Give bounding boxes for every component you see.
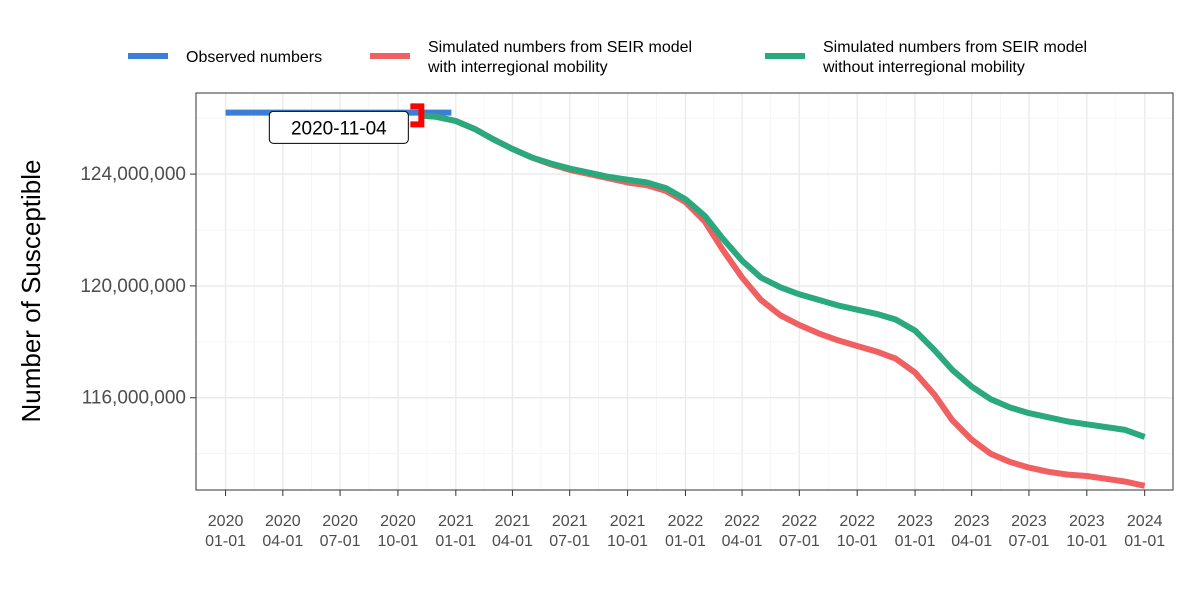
y-tick-label: 120,000,000	[80, 276, 186, 297]
x-tick-label-monthday: 04-01	[262, 533, 303, 550]
legend-label-1: Simulated numbers from SEIR model	[428, 39, 692, 56]
x-tick-label-monthday: 10-01	[377, 533, 418, 550]
x-tick-label-monthday: 04-01	[722, 533, 763, 550]
y-tick-label: 124,000,000	[80, 164, 186, 185]
x-tick-label-year: 2020	[208, 513, 244, 530]
x-tick-label-monthday: 07-01	[1008, 533, 1049, 550]
x-tick-label-year: 2021	[552, 513, 588, 530]
x-tick-label-year: 2024	[1127, 513, 1163, 530]
legend-label-1: with interregional mobility	[427, 59, 608, 76]
x-tick-label-monthday: 01-01	[205, 533, 246, 550]
y-tick-label: 116,000,000	[82, 388, 186, 409]
x-tick-label-monthday: 10-01	[837, 533, 878, 550]
annotation-layer: 2020-11-04	[268, 103, 425, 144]
x-tick-label-year: 2022	[724, 513, 760, 530]
y-axis-label: Number of Susceptible	[16, 159, 46, 422]
y-axis: 116,000,000 120,000,000 124,000,000	[80, 164, 196, 409]
x-tick-label-monthday: 07-01	[320, 533, 361, 550]
x-axis: 2020 01-01 2020 04-01 2020 07-01 2020 10-01 2021…	[205, 490, 1165, 550]
plot-panel-border	[195, 92, 1174, 491]
x-tick-label-year: 2020	[380, 513, 416, 530]
x-tick-label-monthday: 01-01	[1124, 533, 1165, 550]
x-tick-label-year: 2023	[1069, 513, 1105, 530]
x-tick-label-year: 2023	[1011, 513, 1047, 530]
x-tick-label-monthday: 10-01	[1066, 533, 1107, 550]
legend: Observed numbers Simulated numbers from S…	[128, 39, 1087, 76]
x-tick-label-year: 2022	[839, 513, 875, 530]
x-tick-label-monthday: 07-01	[779, 533, 820, 550]
annotation-marker	[410, 103, 425, 128]
x-tick-label-monthday: 10-01	[607, 533, 648, 550]
x-tick-label-monthday: 04-01	[492, 533, 533, 550]
x-tick-label-year: 2023	[897, 513, 933, 530]
x-tick-label-year: 2022	[782, 513, 818, 530]
x-tick-label-year: 2020	[265, 513, 301, 530]
x-tick-label-year: 2021	[610, 513, 646, 530]
x-tick-label-monthday: 01-01	[435, 533, 476, 550]
series-line-2	[419, 112, 1146, 440]
x-tick-label-monthday: 01-01	[895, 533, 936, 550]
x-tick-label-year: 2023	[954, 513, 990, 530]
x-tick-label-year: 2021	[438, 513, 474, 530]
annotation-label: 2020-11-04	[291, 118, 387, 139]
x-tick-label-year: 2021	[495, 513, 531, 530]
legend-label-2: Simulated numbers from SEIR model	[823, 39, 1087, 56]
x-tick-label-monthday: 07-01	[549, 533, 590, 550]
legend-label-2: without interregional mobility	[822, 59, 1025, 76]
legend-label-0: Observed numbers	[186, 49, 322, 66]
x-tick-label-year: 2022	[668, 513, 704, 530]
x-tick-label-year: 2020	[322, 513, 358, 530]
annotation-label-box	[268, 110, 409, 144]
x-tick-label-monthday: 04-01	[951, 533, 992, 550]
x-tick-label-monthday: 01-01	[665, 533, 706, 550]
